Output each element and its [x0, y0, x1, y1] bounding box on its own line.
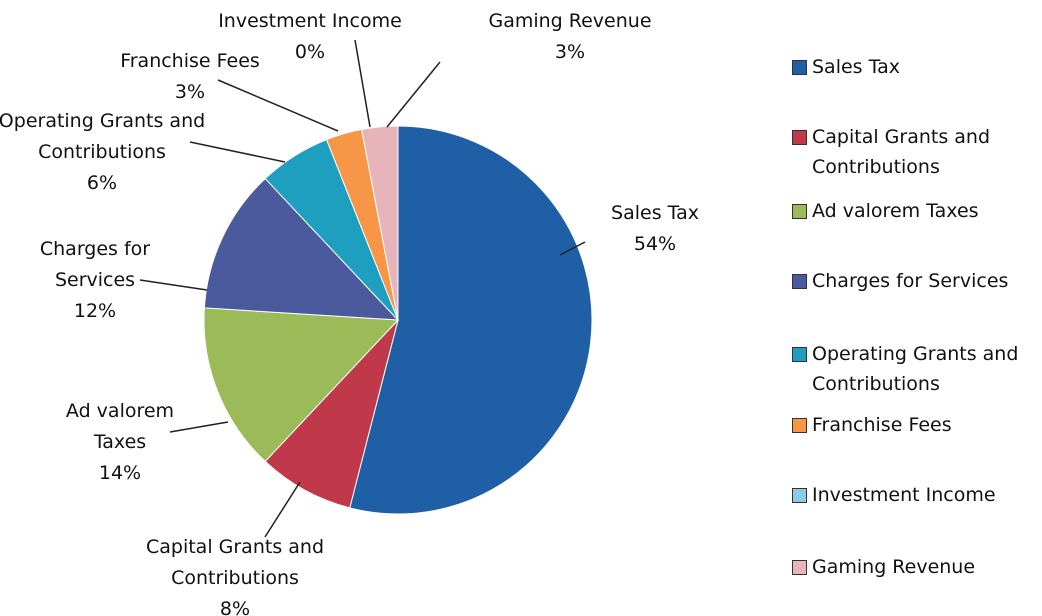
pie-slice [264, 319, 399, 509]
slice-label: Capital Grants and Contributions 8% [120, 532, 350, 616]
legend-item: Capital Grants and Contributions [792, 122, 1042, 182]
slice-value: 3% [174, 81, 206, 103]
legend-swatch [792, 418, 807, 433]
legend-item: Sales Tax [792, 52, 1042, 82]
slice-name: Franchise Fees [120, 50, 260, 72]
legend-swatch [792, 130, 807, 145]
slice-label: Franchise Fees 3% [100, 46, 280, 108]
leader-line [354, 39, 371, 128]
leader-line [386, 61, 441, 128]
slice-value: 3% [554, 41, 586, 63]
pie-slice [203, 307, 400, 463]
leader-line [139, 279, 208, 291]
legend-item: Investment Income [792, 480, 1042, 510]
slice-label: Sales Tax 54% [590, 198, 720, 260]
slice-value: 54% [633, 233, 677, 255]
leader-line [559, 241, 586, 256]
leader-line [264, 481, 301, 538]
legend-label: Sales Tax [812, 56, 900, 78]
slice-name: Investment Income [218, 10, 402, 32]
legend-label: Ad valorem Taxes [812, 200, 979, 222]
legend-swatch [792, 488, 807, 503]
slice-name: Capital Grants and Contributions [145, 536, 324, 589]
slice-name: Sales Tax [611, 202, 699, 224]
leader-line [217, 79, 339, 132]
slice-label: Investment Income 0% [200, 6, 420, 68]
slice-label: Gaming Revenue 3% [470, 6, 670, 68]
pie-slice [203, 177, 400, 321]
slice-value: 14% [98, 462, 142, 484]
legend-item: Gaming Revenue [792, 552, 1042, 582]
legend-item: Charges for Services [792, 266, 1042, 296]
slice-label: Ad valorem Taxes 14% [60, 396, 180, 489]
slice-name: Ad valorem Taxes [65, 400, 175, 453]
legend-label: Capital Grants and Contributions [812, 126, 991, 178]
legend-label: Operating Grants and Contributions [812, 343, 1019, 395]
legend-swatch [792, 560, 807, 575]
slice-value: 12% [73, 300, 117, 322]
slice-name: Operating Grants and Contributions [0, 110, 206, 163]
leader-line [169, 421, 229, 433]
legend-item: Ad valorem Taxes [792, 196, 1042, 226]
slice-name: Gaming Revenue [488, 10, 652, 32]
slice-label: Operating Grants and Contributions 6% [0, 106, 207, 199]
legend-label: Franchise Fees [812, 414, 952, 436]
slice-name: Charges for Services [39, 238, 151, 291]
pie-slice [361, 125, 399, 321]
legend-item: Operating Grants and Contributions [792, 339, 1042, 399]
legend-item: Franchise Fees [792, 410, 1042, 440]
legend-swatch [792, 347, 807, 362]
slice-value: 6% [86, 172, 118, 194]
legend-label: Investment Income [812, 484, 996, 506]
legend-label: Charges for Services [812, 270, 1009, 292]
legend-swatch [792, 60, 807, 75]
legend-swatch [792, 204, 807, 219]
slice-value: 0% [294, 41, 326, 63]
legend-label: Gaming Revenue [812, 556, 976, 578]
pie-slice [349, 125, 593, 515]
legend-swatch [792, 274, 807, 289]
leader-line [189, 141, 286, 163]
slice-value: 8% [219, 598, 251, 616]
slice-label: Charges for Services 12% [25, 234, 165, 327]
